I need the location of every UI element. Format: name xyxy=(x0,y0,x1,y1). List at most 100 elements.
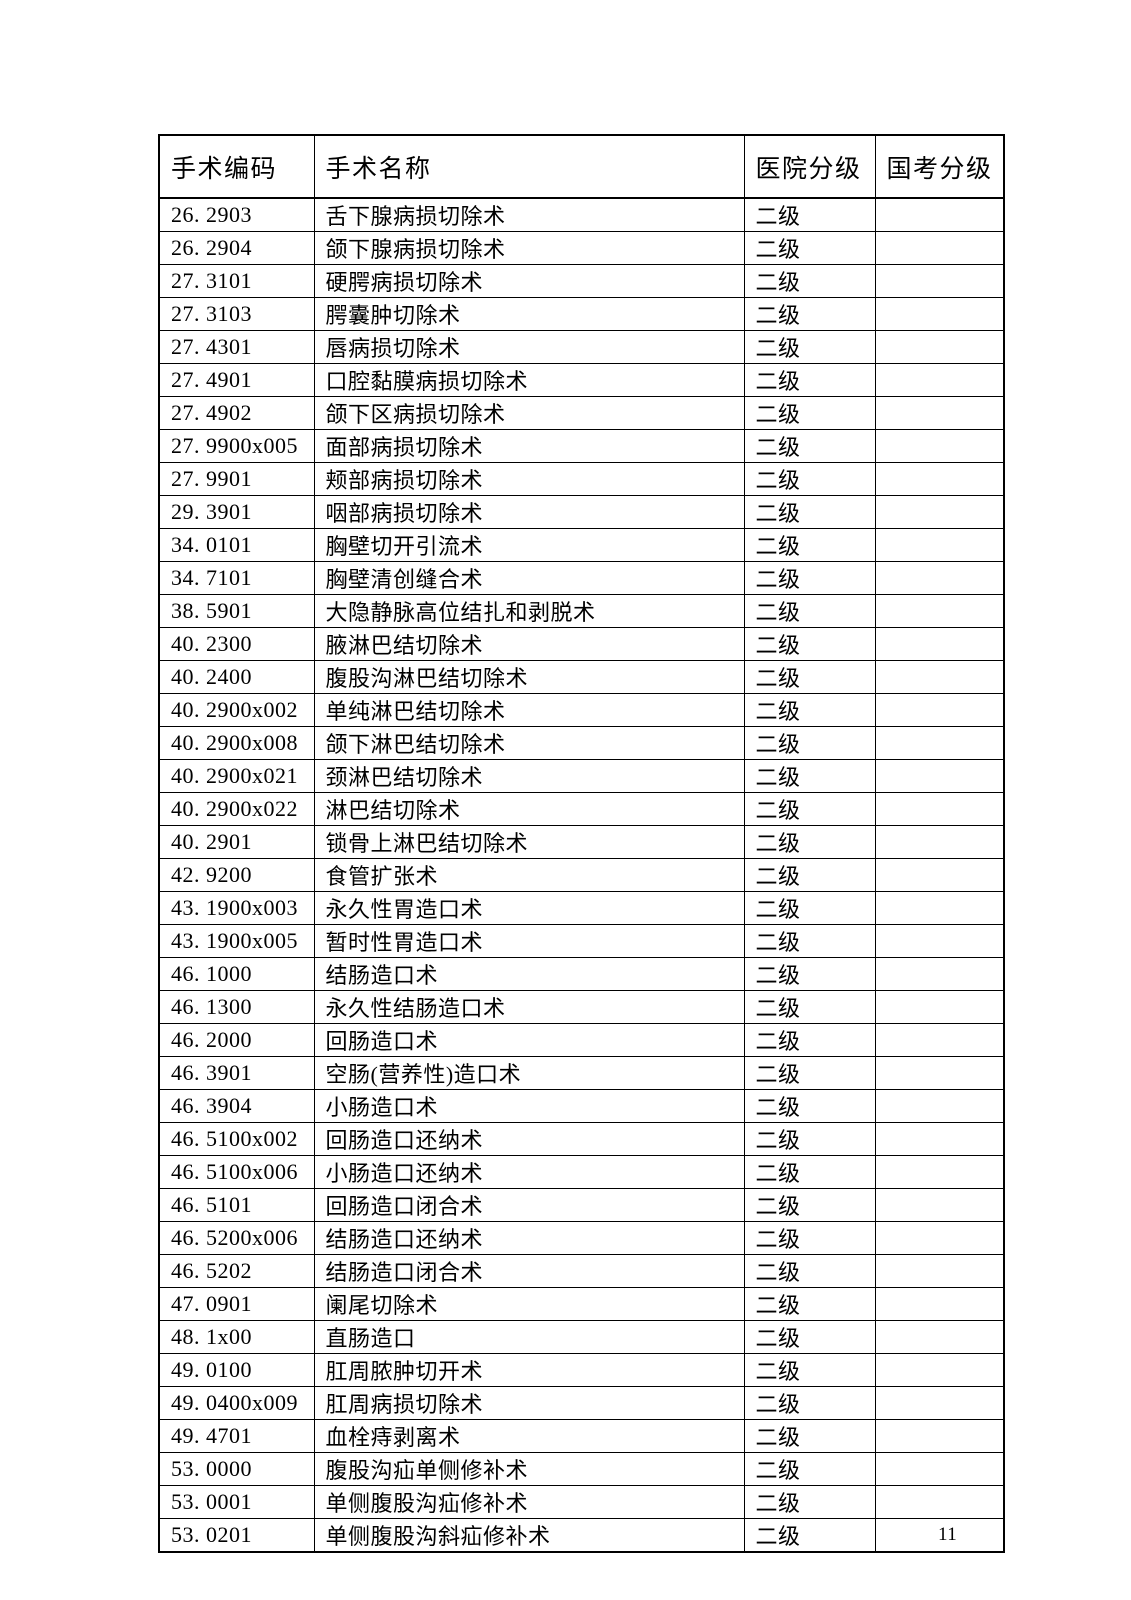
hospital-level-cell: 二级 xyxy=(743,957,876,991)
national-exam-level-cell xyxy=(874,627,1005,661)
national-exam-level-cell xyxy=(874,197,1005,232)
table-row: 40. 2900x022 淋巴结切除术 二级 xyxy=(158,792,1005,826)
hospital-level-cell: 二级 xyxy=(743,627,876,661)
national-exam-level-cell xyxy=(874,1122,1005,1156)
header-surgery-code: 手术编码 xyxy=(158,134,315,199)
national-exam-level-cell xyxy=(874,660,1005,694)
surgery-name-cell: 回肠造口术 xyxy=(313,1023,745,1057)
national-exam-level-cell xyxy=(874,363,1005,397)
hospital-level-cell: 二级 xyxy=(743,1485,876,1519)
hospital-level-cell: 二级 xyxy=(743,1221,876,1255)
surgery-name-cell: 腭囊肿切除术 xyxy=(313,297,745,331)
surgery-name-cell: 腋淋巴结切除术 xyxy=(313,627,745,661)
national-exam-level-cell xyxy=(874,231,1005,265)
table-row: 26. 2904 颌下腺病损切除术 二级 xyxy=(158,231,1005,265)
surgery-grading-table: 手术编码 手术名称 医院分级 国考分级 26. 2903 舌下腺病损切除术 二级 26. 2… xyxy=(158,134,1005,1553)
hospital-level-cell: 二级 xyxy=(743,1023,876,1057)
hospital-level-cell: 二级 xyxy=(743,1419,876,1453)
table-row: 26. 2903 舌下腺病损切除术 二级 xyxy=(158,197,1005,232)
table-row: 40. 2300 腋淋巴结切除术 二级 xyxy=(158,627,1005,661)
table-row: 27. 4301 唇病损切除术 二级 xyxy=(158,330,1005,364)
national-exam-level-cell xyxy=(874,396,1005,430)
surgery-code-cell: 27. 9901 xyxy=(158,462,315,496)
table-row: 53. 0000 腹股沟疝单侧修补术 二级 xyxy=(158,1452,1005,1486)
surgery-code-cell: 40. 2300 xyxy=(158,627,315,661)
surgery-code-cell: 46. 5200x006 xyxy=(158,1221,315,1255)
hospital-level-cell: 二级 xyxy=(743,396,876,430)
table-row: 49. 4701 血栓痔剥离术 二级 xyxy=(158,1419,1005,1453)
table-row: 27. 3101 硬腭病损切除术 二级 xyxy=(158,264,1005,298)
surgery-code-cell: 34. 0101 xyxy=(158,528,315,562)
surgery-name-cell: 肛周病损切除术 xyxy=(313,1386,745,1420)
surgery-name-cell: 胸壁清创缝合术 xyxy=(313,561,745,595)
surgery-name-cell: 舌下腺病损切除术 xyxy=(313,197,745,232)
surgery-name-cell: 结肠造口还纳术 xyxy=(313,1221,745,1255)
national-exam-level-cell xyxy=(874,1419,1005,1453)
surgery-name-cell: 回肠造口还纳术 xyxy=(313,1122,745,1156)
hospital-level-cell: 二级 xyxy=(743,1122,876,1156)
surgery-name-cell: 口腔黏膜病损切除术 xyxy=(313,363,745,397)
national-exam-level-cell xyxy=(874,297,1005,331)
national-exam-level-cell xyxy=(874,1023,1005,1057)
surgery-name-cell: 淋巴结切除术 xyxy=(313,792,745,826)
surgery-name-cell: 胸壁切开引流术 xyxy=(313,528,745,562)
table-row: 29. 3901 咽部病损切除术 二级 xyxy=(158,495,1005,529)
national-exam-level-cell xyxy=(874,1254,1005,1288)
national-exam-level-cell xyxy=(874,924,1005,958)
surgery-name-cell: 食管扩张术 xyxy=(313,858,745,892)
national-exam-level-cell xyxy=(874,759,1005,793)
national-exam-level-cell xyxy=(874,957,1005,991)
surgery-code-cell: 27. 9900x005 xyxy=(158,429,315,463)
surgery-name-cell: 硬腭病损切除术 xyxy=(313,264,745,298)
surgery-code-cell: 40. 2900x008 xyxy=(158,726,315,760)
surgery-name-cell: 小肠造口术 xyxy=(313,1089,745,1123)
surgery-name-cell: 唇病损切除术 xyxy=(313,330,745,364)
table-row: 43. 1900x003 永久性胃造口术 二级 xyxy=(158,891,1005,925)
table-row: 46. 5100x006 小肠造口还纳术 二级 xyxy=(158,1155,1005,1189)
surgery-code-cell: 27. 4301 xyxy=(158,330,315,364)
table-row: 40. 2400 腹股沟淋巴结切除术 二级 xyxy=(158,660,1005,694)
national-exam-level-cell xyxy=(874,1386,1005,1420)
national-exam-level-cell xyxy=(874,858,1005,892)
national-exam-level-cell xyxy=(874,264,1005,298)
surgery-name-cell: 颌下腺病损切除术 xyxy=(313,231,745,265)
hospital-level-cell: 二级 xyxy=(743,1254,876,1288)
hospital-level-cell: 二级 xyxy=(743,726,876,760)
hospital-level-cell: 二级 xyxy=(743,297,876,331)
surgery-code-cell: 49. 0400x009 xyxy=(158,1386,315,1420)
table-header: 手术编码 手术名称 医院分级 国考分级 xyxy=(158,134,1005,199)
hospital-level-cell: 二级 xyxy=(743,1518,876,1553)
hospital-level-cell: 二级 xyxy=(743,1056,876,1090)
table-row: 27. 3103 腭囊肿切除术 二级 xyxy=(158,297,1005,331)
table-row: 53. 0001 单侧腹股沟疝修补术 二级 xyxy=(158,1485,1005,1519)
surgery-code-cell: 27. 3103 xyxy=(158,297,315,331)
national-exam-level-cell xyxy=(874,1221,1005,1255)
national-exam-level-cell xyxy=(874,1287,1005,1321)
surgery-name-cell: 面部病损切除术 xyxy=(313,429,745,463)
surgery-code-cell: 40. 2900x022 xyxy=(158,792,315,826)
national-exam-level-cell xyxy=(874,1452,1005,1486)
surgery-code-cell: 43. 1900x005 xyxy=(158,924,315,958)
surgery-code-cell: 46. 5100x006 xyxy=(158,1155,315,1189)
surgery-code-cell: 48. 1x00 xyxy=(158,1320,315,1354)
surgery-name-cell: 单纯淋巴结切除术 xyxy=(313,693,745,727)
surgery-name-cell: 颌下淋巴结切除术 xyxy=(313,726,745,760)
surgery-code-cell: 40. 2900x021 xyxy=(158,759,315,793)
national-exam-level-cell xyxy=(874,1353,1005,1387)
surgery-name-cell: 锁骨上淋巴结切除术 xyxy=(313,825,745,859)
header-row: 手术编码 手术名称 医院分级 国考分级 xyxy=(158,134,1005,199)
hospital-level-cell: 二级 xyxy=(743,495,876,529)
surgery-code-cell: 46. 3901 xyxy=(158,1056,315,1090)
hospital-level-cell: 二级 xyxy=(743,197,876,232)
surgery-code-cell: 43. 1900x003 xyxy=(158,891,315,925)
surgery-name-cell: 单侧腹股沟斜疝修补术 xyxy=(313,1518,745,1553)
table-row: 46. 2000 回肠造口术 二级 xyxy=(158,1023,1005,1057)
national-exam-level-cell xyxy=(874,693,1005,727)
national-exam-level-cell xyxy=(874,429,1005,463)
national-exam-level-cell xyxy=(874,792,1005,826)
surgery-name-cell: 腹股沟淋巴结切除术 xyxy=(313,660,745,694)
hospital-level-cell: 二级 xyxy=(743,528,876,562)
hospital-level-cell: 二级 xyxy=(743,693,876,727)
table-row: 48. 1x00 直肠造口 二级 xyxy=(158,1320,1005,1354)
surgery-name-cell: 永久性胃造口术 xyxy=(313,891,745,925)
